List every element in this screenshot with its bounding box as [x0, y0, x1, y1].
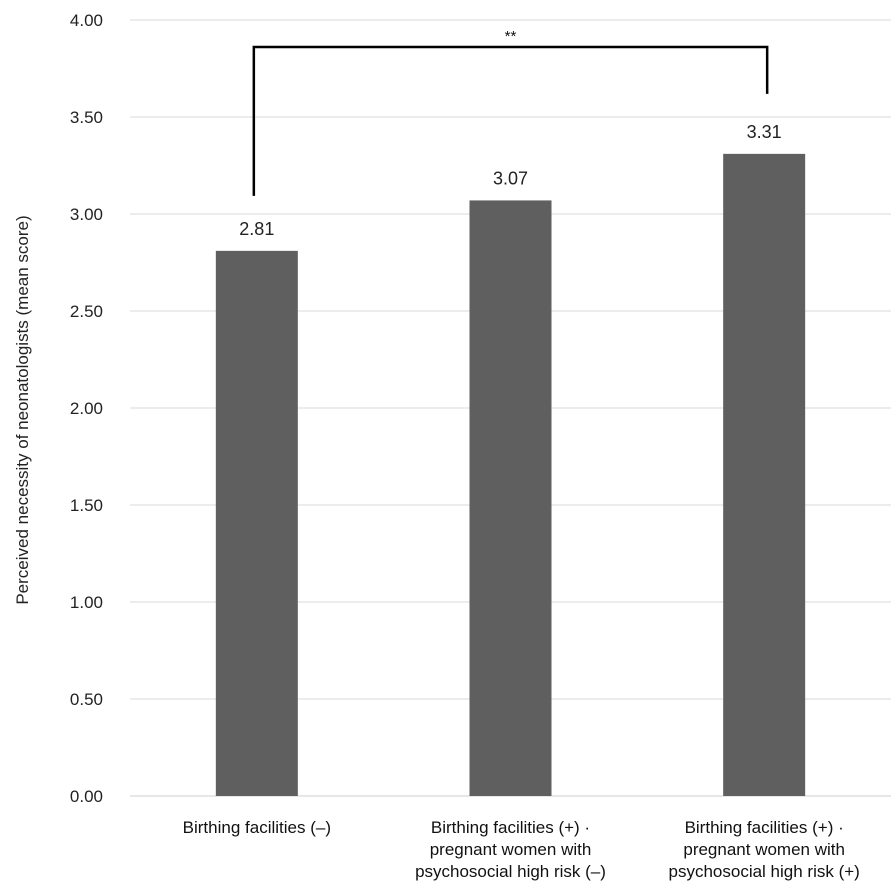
- y-tick-label: 3.00: [70, 205, 103, 224]
- category-label: Birthing facilities (+) · pregnant women …: [669, 818, 860, 881]
- y-tick-label: 4.00: [70, 11, 103, 30]
- category-label: Birthing facilities (–): [183, 818, 331, 837]
- data-label: 3.31: [747, 122, 782, 142]
- y-tick-label: 1.00: [70, 593, 103, 612]
- y-tick-label: 2.50: [70, 302, 103, 321]
- bar: [723, 153, 806, 797]
- x-axis-categories: Birthing facilities (–) Birthing faciliti…: [183, 818, 860, 881]
- y-tick-label: 2.00: [70, 399, 103, 418]
- category-label: Birthing facilities (+) · pregnant women …: [415, 818, 606, 881]
- y-tick-label: 3.50: [70, 108, 103, 127]
- y-axis-ticks: 0.00 0.50 1.00 1.50 2.00 2.50 3.00 3.50 4.00: [70, 11, 103, 806]
- data-label: 2.81: [239, 219, 274, 239]
- bar: [215, 250, 298, 797]
- data-label: 3.07: [493, 168, 528, 188]
- y-axis-label: Perceived necessity of neonatologists (m…: [13, 215, 32, 604]
- y-tick-label: 0.00: [70, 787, 103, 806]
- bars: [215, 153, 806, 797]
- significance-bracket: **: [252, 28, 769, 196]
- y-tick-label: 1.50: [70, 496, 103, 515]
- significance-label: **: [505, 28, 517, 45]
- significance-line: [252, 45, 769, 196]
- y-tick-label: 0.50: [70, 690, 103, 709]
- bar: [469, 200, 552, 797]
- data-labels: 2.81 3.07 3.31: [239, 122, 781, 239]
